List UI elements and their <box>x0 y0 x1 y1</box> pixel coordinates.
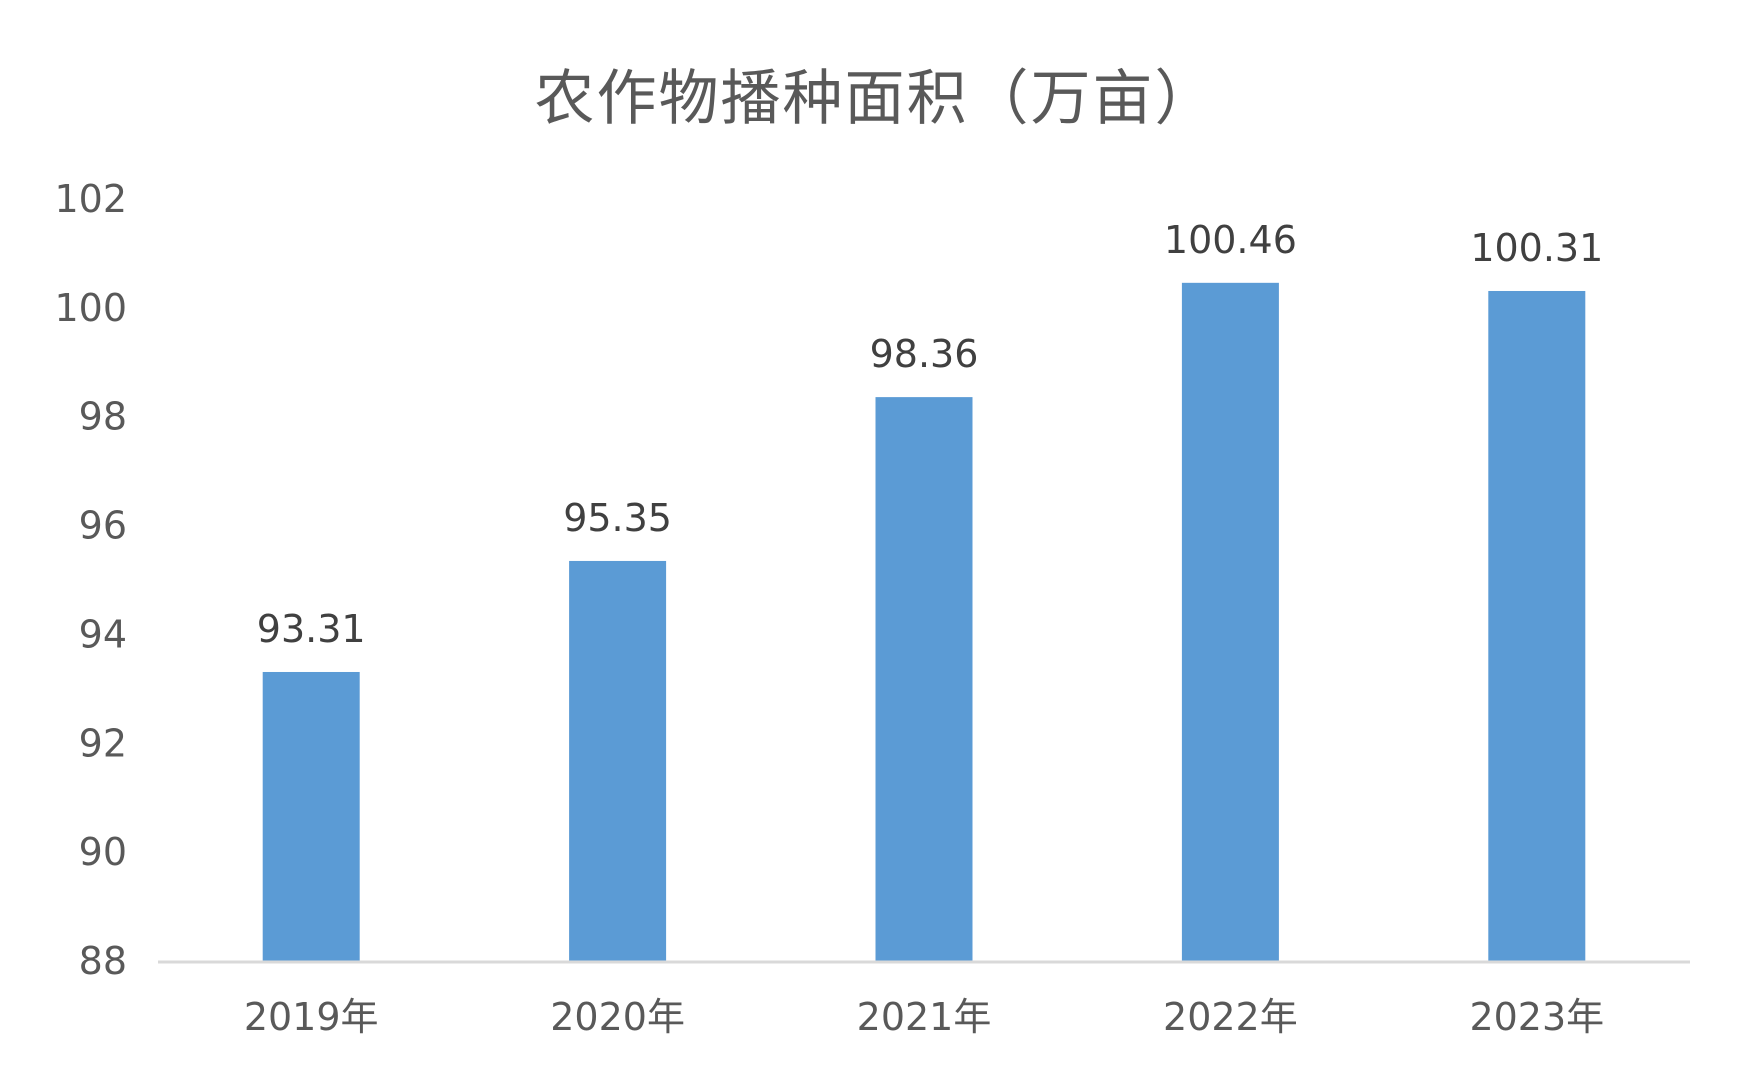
bar-value-label: 100.46 <box>1164 218 1297 262</box>
x-category-label: 2022年 <box>1163 995 1298 1039</box>
y-axis-tick-labels: 88 90 92 94 96 98 100 102 <box>54 177 127 983</box>
bar-value-label: 93.31 <box>257 607 366 651</box>
bar <box>875 397 973 961</box>
chart-title: 农作物播种面积（万亩） <box>534 64 1217 134</box>
bar <box>1181 282 1279 961</box>
bar <box>569 560 667 961</box>
x-category-label: 2019年 <box>244 995 379 1039</box>
bar-value-label: 95.35 <box>563 496 672 540</box>
bar <box>1488 290 1586 962</box>
data-labels-group: 93.31 95.35 98.36 100.46 100.31 <box>257 218 1603 651</box>
y-tick-label: 100 <box>54 286 127 330</box>
y-tick-label: 92 <box>79 721 127 765</box>
y-tick-label: 96 <box>79 504 127 548</box>
bars-group <box>262 282 1586 962</box>
x-category-label: 2021年 <box>857 995 992 1039</box>
x-axis-category-labels: 2019年 2020年 2021年 2022年 2023年 <box>244 995 1604 1039</box>
x-category-label: 2020年 <box>550 995 685 1039</box>
y-tick-label: 90 <box>79 830 127 874</box>
y-tick-label: 94 <box>79 612 127 656</box>
bar-value-label: 100.31 <box>1470 226 1603 270</box>
y-tick-label: 88 <box>79 939 127 983</box>
y-tick-label: 102 <box>54 177 127 221</box>
bar <box>262 671 360 961</box>
bar-value-label: 98.36 <box>870 332 979 376</box>
x-category-label: 2023年 <box>1469 995 1604 1039</box>
y-tick-label: 98 <box>79 395 127 439</box>
